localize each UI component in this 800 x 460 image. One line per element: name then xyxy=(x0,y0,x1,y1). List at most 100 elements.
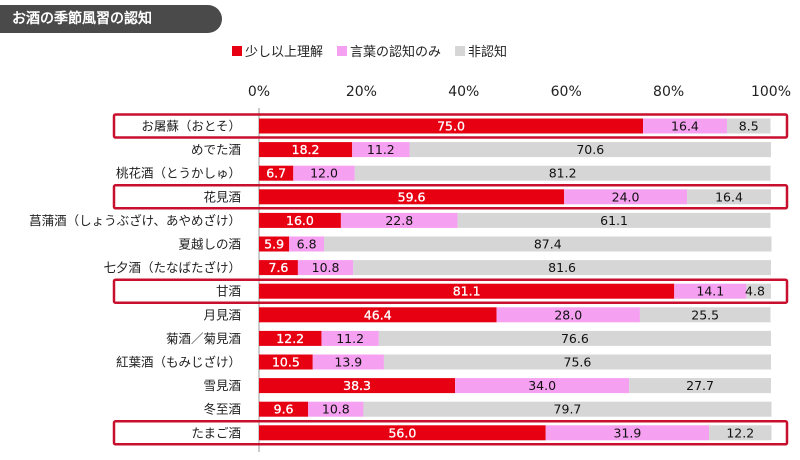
category-label: 夏越しの酒 xyxy=(178,237,241,252)
bar-segment xyxy=(308,401,364,417)
data-label: 16.0 xyxy=(286,213,314,228)
x-tick-label: 20% xyxy=(346,84,377,100)
data-label: 12.0 xyxy=(310,166,338,181)
data-label: 28.0 xyxy=(554,307,582,322)
x-tick-label: 80% xyxy=(653,84,684,100)
bar-segment xyxy=(259,378,456,394)
bar-segment xyxy=(457,212,771,228)
x-tick-label: 100% xyxy=(751,84,791,100)
data-label: 81.6 xyxy=(548,260,576,275)
data-label: 10.5 xyxy=(272,355,300,370)
bar-segment xyxy=(259,330,322,346)
data-label: 25.5 xyxy=(691,307,719,322)
bar-segment xyxy=(259,142,353,158)
category-label: お屠蘇（おとそ） xyxy=(141,119,241,134)
bar-segment xyxy=(378,330,771,346)
bar-segment xyxy=(496,307,640,323)
bar-segment xyxy=(324,236,772,252)
legend-swatch xyxy=(337,46,348,56)
category-label: 冬至酒 xyxy=(203,402,241,417)
data-label: 24.0 xyxy=(612,189,640,204)
bar-segment xyxy=(352,142,410,158)
data-label: 6.8 xyxy=(297,237,317,252)
data-label: 34.0 xyxy=(528,378,556,393)
bar-segment xyxy=(354,165,771,181)
chart-title-bar: お酒の季節風習の認知 xyxy=(0,5,222,33)
data-label: 9.6 xyxy=(274,402,294,417)
bar-segment xyxy=(564,189,688,205)
bar-segment xyxy=(312,354,384,370)
bar-segment xyxy=(259,118,643,134)
bar-segment xyxy=(259,354,313,370)
data-label: 7.6 xyxy=(269,260,289,275)
legend-label: 言葉の認知のみ xyxy=(350,44,441,60)
data-label: 12.2 xyxy=(726,425,754,440)
category-label: めでた酒 xyxy=(191,142,241,157)
data-label: 79.7 xyxy=(554,402,582,417)
highlight-box xyxy=(112,184,789,210)
bar-segment xyxy=(629,378,771,394)
bar-segment xyxy=(639,307,771,323)
legend-swatch xyxy=(455,46,466,56)
bar-segment xyxy=(259,189,565,205)
data-label: 10.8 xyxy=(322,402,350,417)
bar-segment xyxy=(321,330,379,346)
data-label: 31.9 xyxy=(613,425,641,440)
bar-segment xyxy=(289,236,325,252)
legend-swatch xyxy=(232,46,242,56)
x-tick-label: 40% xyxy=(448,84,479,100)
bar-segment xyxy=(297,260,354,276)
legend-label: 非認知 xyxy=(468,44,507,60)
data-label: 18.2 xyxy=(292,142,320,157)
bar-segment xyxy=(545,425,710,441)
bar-segment xyxy=(726,118,771,134)
bar-segment xyxy=(259,165,294,181)
data-label: 81.2 xyxy=(549,166,577,181)
data-label: 81.1 xyxy=(453,284,481,299)
data-label: 16.4 xyxy=(715,189,743,204)
bar-segment xyxy=(674,283,747,299)
data-label: 70.6 xyxy=(576,142,604,157)
data-label: 38.3 xyxy=(343,378,371,393)
bar-segment xyxy=(259,260,298,276)
highlight-box xyxy=(112,278,789,304)
data-label: 8.5 xyxy=(739,119,759,134)
legend-label: 少し以上理解 xyxy=(245,45,323,60)
data-label: 14.1 xyxy=(696,284,724,299)
bar-segment xyxy=(293,165,355,181)
category-label: たまご酒 xyxy=(191,425,241,440)
bar-segment xyxy=(746,283,771,299)
bar-segment xyxy=(363,401,772,417)
category-label: 菖蒲酒（しょうぶざけ、あやめざけ） xyxy=(29,213,241,228)
bar-segment xyxy=(455,378,630,394)
x-tick-label: 0% xyxy=(248,84,270,100)
bar-segment xyxy=(340,212,458,228)
data-label: 59.6 xyxy=(398,189,426,204)
category-label: 花見酒 xyxy=(203,189,241,204)
category-label: 七夕酒（たなばたざけ） xyxy=(103,260,241,275)
data-label: 56.0 xyxy=(388,425,416,440)
bar-segment xyxy=(259,283,675,299)
data-label: 6.7 xyxy=(266,166,286,181)
bar-segment xyxy=(643,118,727,134)
chart-title: お酒の季節風習の認知 xyxy=(12,11,152,27)
data-label: 11.2 xyxy=(336,331,364,346)
data-label: 11.2 xyxy=(367,142,395,157)
bar-segment xyxy=(409,142,771,158)
bar-segment xyxy=(353,260,771,276)
bar-segment xyxy=(687,189,771,205)
bar-segment xyxy=(259,425,546,441)
data-label: 76.6 xyxy=(561,331,589,346)
category-label: 月見酒 xyxy=(203,307,241,322)
data-label: 22.8 xyxy=(385,213,413,228)
bar-segment xyxy=(259,307,497,323)
highlight-box xyxy=(112,113,789,139)
data-label: 75.0 xyxy=(437,119,465,134)
bar-segment xyxy=(709,425,772,441)
data-label: 4.8 xyxy=(745,284,765,299)
x-tick-label: 60% xyxy=(551,84,582,100)
bar-segment xyxy=(383,354,771,370)
category-label: 紅葉酒（もみじざけ） xyxy=(116,355,241,370)
data-label: 75.6 xyxy=(564,355,592,370)
